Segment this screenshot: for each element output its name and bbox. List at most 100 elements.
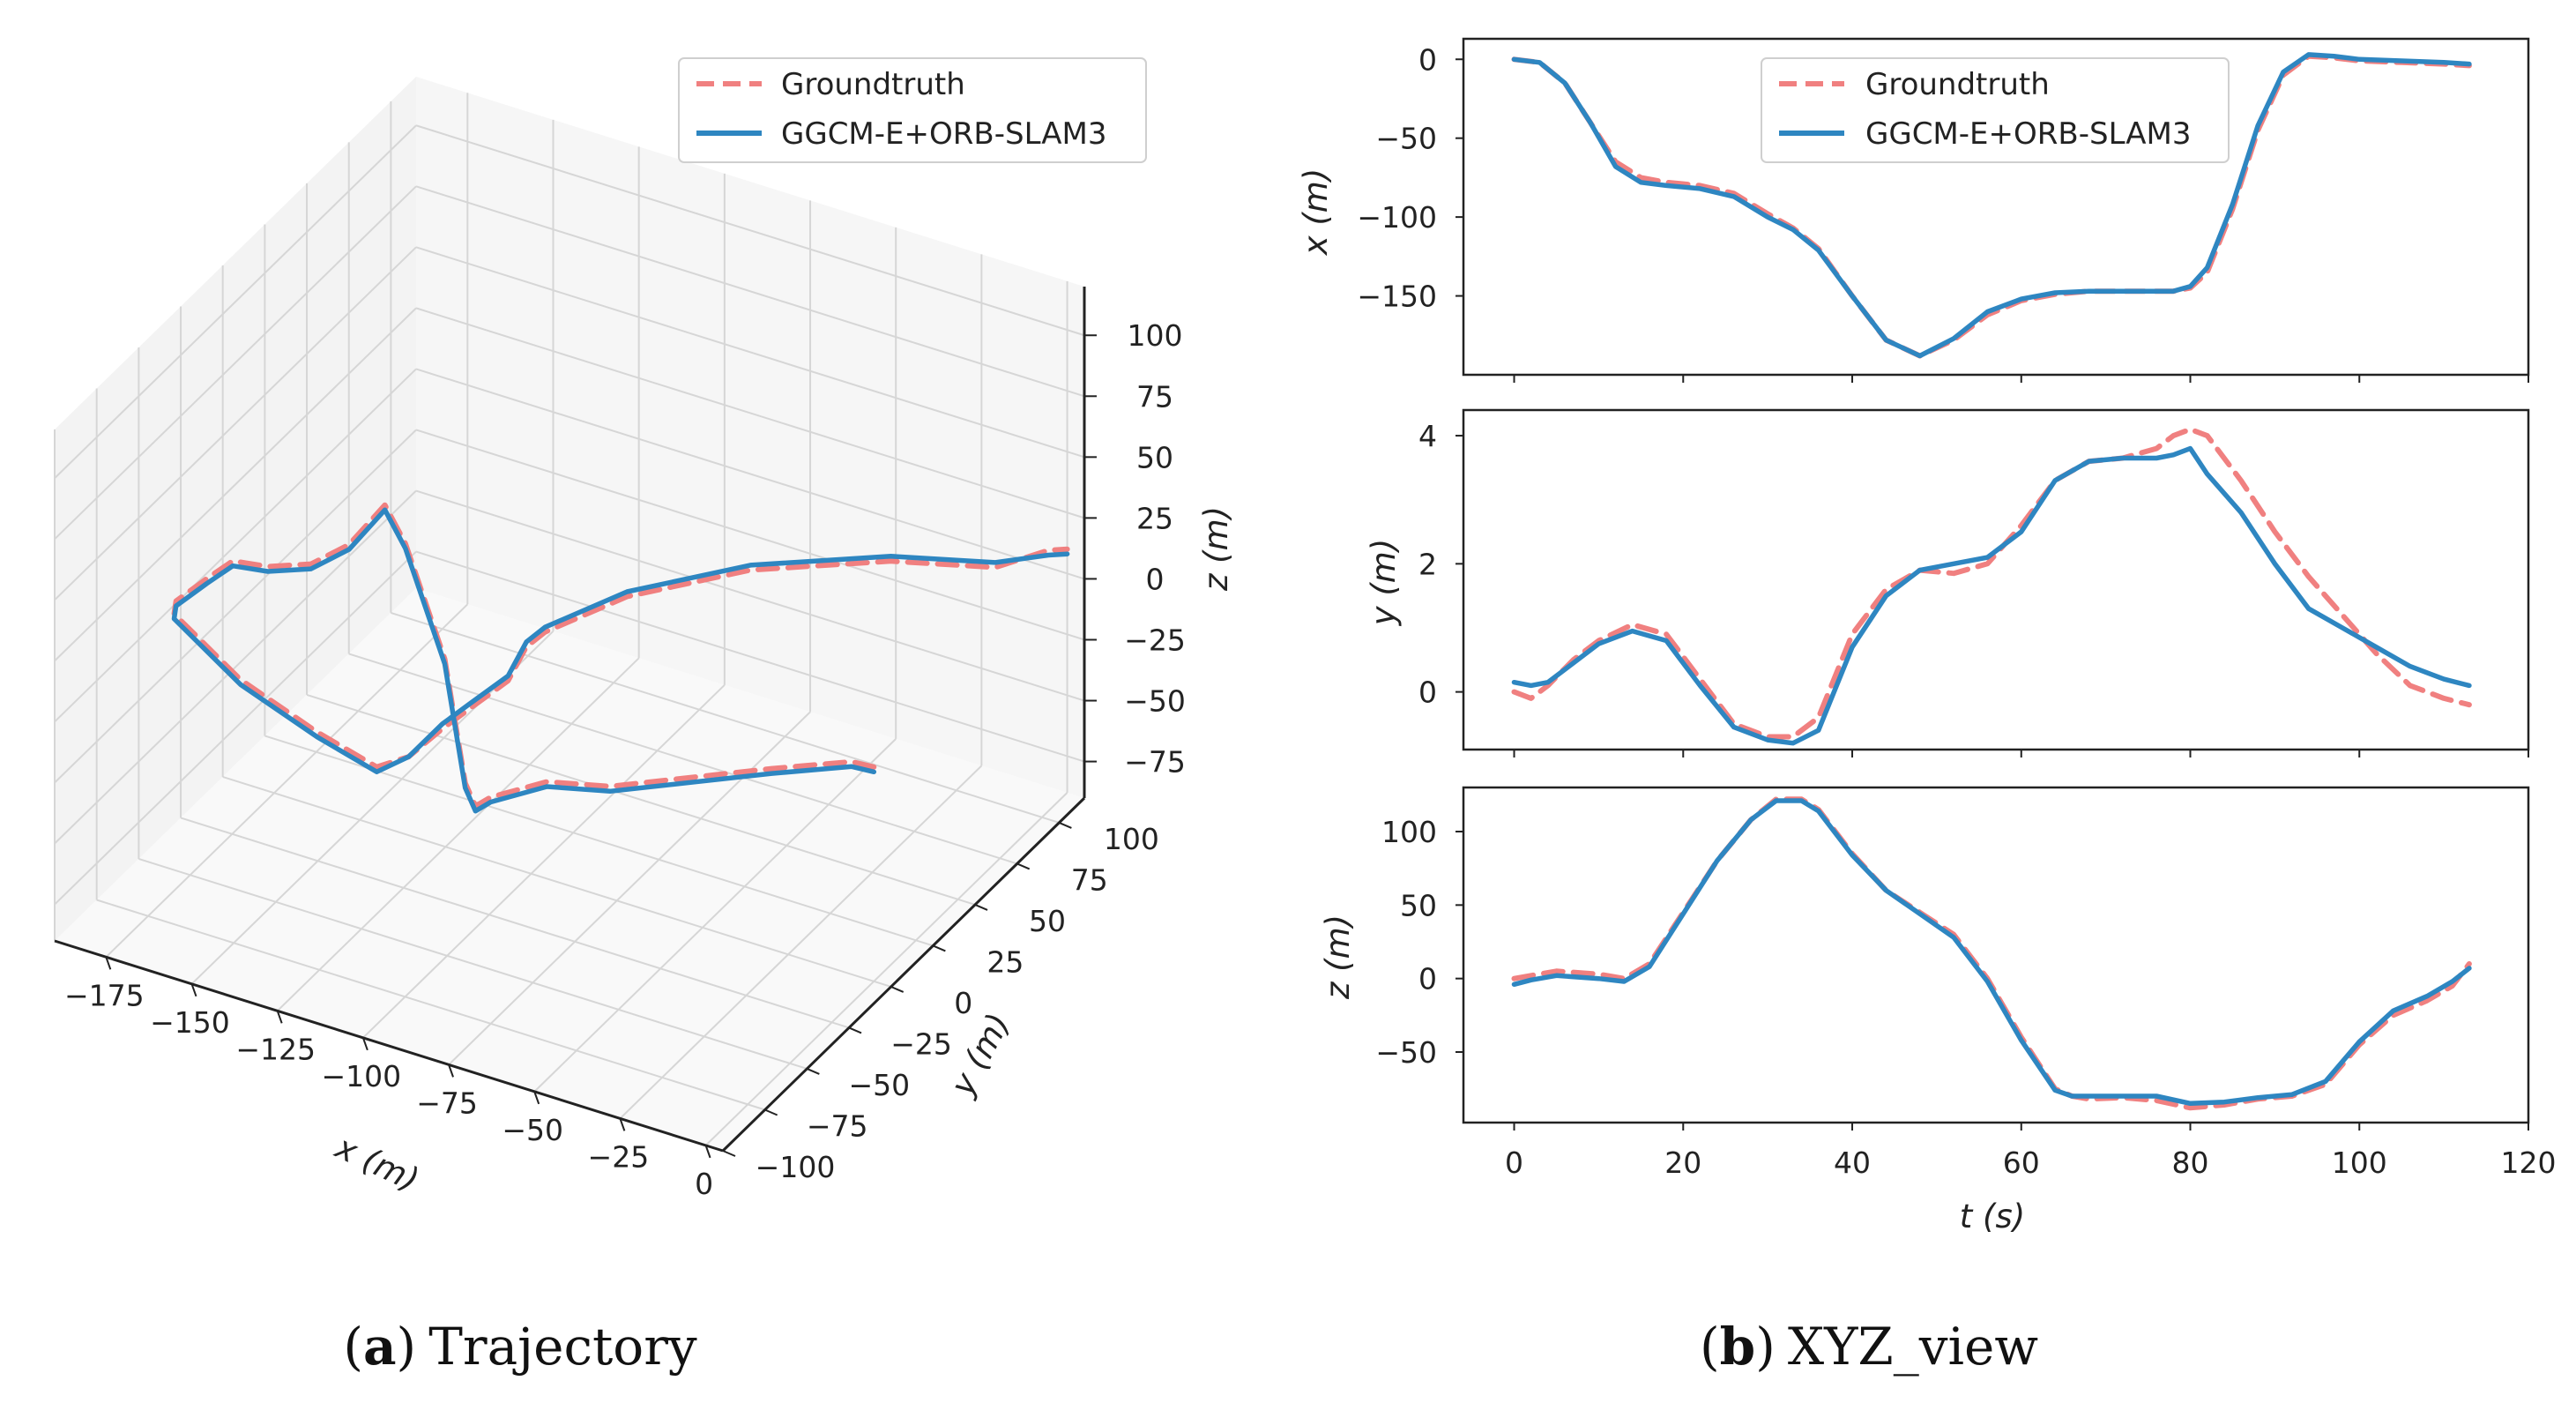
x-tick-label-3d: −100 (322, 1059, 402, 1093)
grid-y-floor (96, 899, 765, 1111)
subplot-frame (1462, 408, 2530, 751)
legend-b-gt-label: Groundtruth (1865, 67, 2050, 102)
y-tick-mark-3d (722, 1150, 736, 1157)
3d-grid-lines (54, 93, 1085, 1152)
grid-x-floor (533, 738, 897, 1093)
caption-a-label: a (363, 1317, 397, 1377)
grid-z-back (415, 550, 1085, 763)
grid-z-left (54, 429, 417, 784)
groundtruth-trajectory-3d (171, 502, 1070, 810)
y-tick-label-3d: 100 (1104, 822, 1159, 856)
x-tick-label-3d: −125 (235, 1032, 316, 1066)
y-tick-mark-3d (764, 1108, 778, 1116)
y-tick-label: 4 (1418, 419, 1437, 453)
grid-z-back (415, 124, 1085, 337)
y-tick-label: 0 (1418, 962, 1437, 996)
grid-y-floor (391, 611, 1060, 824)
y-tick-label-3d: 0 (954, 986, 972, 1020)
y-tick-label: 0 (1418, 42, 1437, 77)
z-axis-label-3d: z (m) (1197, 506, 1235, 592)
z-tick-label-3d: −25 (1124, 623, 1186, 657)
y-tick-label-3d: −50 (849, 1068, 911, 1102)
y-tick-label: 0 (1418, 675, 1437, 710)
grid-x-floor (362, 684, 726, 1039)
y-tick-label-3d: 75 (1071, 862, 1108, 897)
caption-b: (b) XYZ_view (1700, 1317, 2038, 1377)
subplot-z-vs-t: 100 50 0 −50 (1375, 786, 2530, 1131)
x-axis-label-3d: x (m) (329, 1128, 424, 1199)
x-tick-label: 20 (1664, 1146, 1701, 1180)
y-axis-label-y: y (m) (1365, 539, 1403, 627)
x-tick-label-3d: 0 (695, 1167, 713, 1201)
x-tick-label-3d: −75 (416, 1086, 478, 1120)
legend-a-gt-label: Groundtruth (781, 67, 965, 102)
y-tick-label-3d: −25 (890, 1026, 952, 1061)
x-tick-mark-3d (190, 983, 197, 997)
y-tick-label-3d: −75 (807, 1108, 868, 1143)
y-axis-line (721, 796, 1086, 1153)
grid-z-back (415, 489, 1085, 702)
grid-y-floor (306, 693, 976, 906)
grid-y-floor (222, 775, 891, 988)
grid-z-left (54, 368, 417, 723)
grid-z-left (54, 185, 417, 541)
x-tick-mark-3d (448, 1064, 454, 1078)
grid-z-back (415, 185, 1085, 398)
grid-z-back (415, 307, 1085, 519)
legend-b-est-label: GGCM-E+ORB-SLAM3 (1865, 116, 2192, 152)
y-tick-label-3d: −100 (756, 1150, 836, 1184)
grid-z-back (415, 429, 1085, 641)
legend-a-est-label: GGCM-E+ORB-SLAM3 (781, 116, 1107, 152)
grid-x-floor (190, 631, 555, 985)
grid-x-floor (704, 792, 1068, 1146)
y-tick-mark-3d (1016, 862, 1031, 870)
grid-z-left (54, 246, 417, 601)
x-tick-mark-3d (704, 1145, 711, 1159)
caption-a-text: Trajectory (428, 1317, 697, 1377)
z-tick-label-3d: 50 (1136, 440, 1173, 474)
z-tick-label-3d: 0 (1146, 562, 1165, 596)
x-tick-label: 80 (2172, 1146, 2209, 1180)
grid-y-floor (180, 817, 850, 1029)
grid-x-floor (619, 765, 983, 1120)
y-tick-label-3d: 50 (1029, 904, 1066, 938)
subplot-x-vs-t: 0 −50 −100 −150 (1357, 37, 2530, 383)
y-tick-mark-3d (890, 986, 905, 993)
x-tick-label: 40 (1834, 1146, 1871, 1180)
x-tick-label: 60 (2003, 1146, 2040, 1180)
grid-z-left (54, 124, 417, 479)
legend-a: Groundtruth GGCM-E+ORB-SLAM3 (678, 57, 1147, 163)
z-tick-label-3d: 100 (1128, 318, 1183, 353)
grid-x-floor (105, 603, 469, 959)
y-tick-label: 2 (1418, 547, 1437, 581)
3d-axis-lines (54, 287, 1086, 1153)
3d-tick-labels: −175−150−125−100−75−50−250 −100−75−50−250… (64, 318, 1186, 1201)
caption-b-label: b (1720, 1317, 1756, 1377)
y-tick-label: −50 (1375, 122, 1437, 156)
z-tick-label-3d: 25 (1136, 501, 1173, 535)
grid-y-floor (138, 858, 808, 1070)
grid-z-back (415, 246, 1085, 459)
x-tick-label: 120 (2501, 1146, 2557, 1180)
x-tick-label: 0 (1505, 1146, 1523, 1180)
grid-y-floor (348, 653, 1018, 865)
caption-b-text: XYZ_view (1788, 1317, 2038, 1377)
x-tick-label-3d: −25 (588, 1139, 650, 1174)
caption-a: (a) Trajectory (343, 1317, 697, 1377)
z-tick-label-3d: −75 (1124, 745, 1186, 780)
grid-z-back (415, 368, 1085, 580)
y-tick-mark-3d (848, 1026, 862, 1034)
x-tick-mark-3d (361, 1037, 369, 1051)
y-axis-label-x: x (m) (1297, 168, 1335, 257)
x-tick-mark-3d (533, 1091, 540, 1105)
x-tick-mark-3d (276, 1010, 283, 1024)
grid-z-left (54, 489, 417, 845)
x-tick-mark-3d (105, 956, 112, 970)
x-axis-label-t: t (s) (1960, 1198, 2025, 1235)
grid-z-left (54, 550, 417, 906)
grid-z-left (54, 307, 417, 662)
estimate-line-1 (1511, 445, 2472, 746)
x-axis-line (54, 939, 724, 1153)
